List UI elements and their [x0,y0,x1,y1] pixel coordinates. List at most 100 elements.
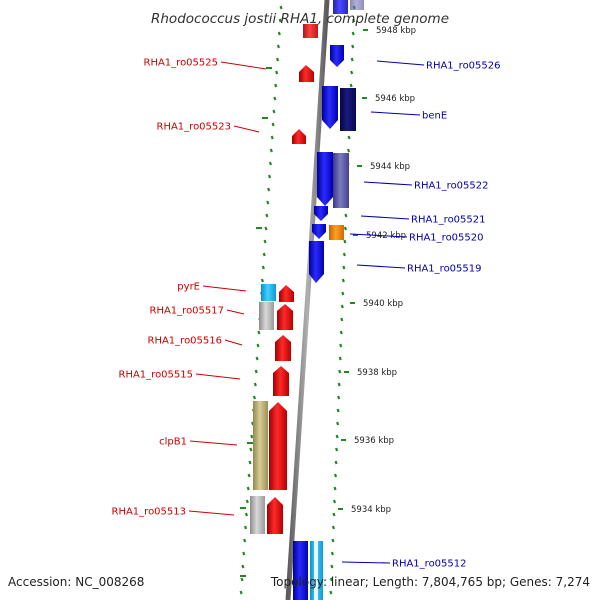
gene-label-right[interactable]: RHA1_ro05512 [392,559,467,570]
gene-label-left[interactable]: RHA1_ro05525 [144,58,219,69]
gene-ro05525-arrow[interactable] [303,24,318,38]
guide-dot [335,447,339,452]
guide-dot [254,369,258,374]
guide-dot [252,395,256,400]
guide-dot [269,148,273,153]
leader-line [370,111,421,116]
gene-ro05512-block[interactable] [293,541,308,600]
guide-dot [240,577,244,582]
gene-pyrE-arrow[interactable] [279,285,294,302]
guide-dot [334,460,338,465]
guide-dot [333,473,338,478]
gene-label-left[interactable]: RHA1_ro05515 [119,370,194,381]
guide-dot [349,83,353,88]
gene-label-left[interactable]: RHA1_ro05517 [150,306,225,317]
guide-dot [247,473,251,478]
guide-dot [341,278,345,283]
guide-dot [332,499,337,504]
guide-dot [272,109,276,114]
guide-dot [275,57,280,62]
ro05512-cog-block-white [314,541,318,600]
guide-dot [273,96,277,101]
guide-dot [250,434,254,439]
guide-dot [262,252,266,257]
gene-label-right[interactable]: RHA1_ro05519 [407,264,482,275]
guide-dot [333,486,337,491]
gene-label-right[interactable]: RHA1_ro05526 [426,61,501,72]
guide-dot [346,148,351,153]
gene-ro05519-arrow[interactable] [309,241,324,283]
guide-dot [331,538,335,543]
guide-dot [263,239,267,244]
clpB1-cog-block [253,401,268,490]
gene-ro05524-arrow[interactable] [299,65,314,82]
forward-gene-labels: RHA1_ro05525 RHA1_ro05523 pyrE RHA1_ro05517… [112,58,267,518]
guide-dot [339,343,343,348]
summary-text: Topology: linear; Length: 7,804,765 bp; … [270,575,590,589]
gene-label-right[interactable]: RHA1_ro05521 [411,215,486,226]
gene-label-right[interactable]: RHA1_ro05520 [409,233,484,244]
guide-dot [251,421,255,426]
guide-dot [350,57,354,62]
guide-dot [341,291,345,296]
gene-label-left[interactable]: RHA1_ro05516 [148,336,223,347]
gene-label-right[interactable]: benE [422,111,447,122]
gene-label-left[interactable]: pyrE [177,282,200,293]
gene-label-right[interactable]: RHA1_ro05522 [414,181,489,192]
guide-dot [265,213,269,218]
guide-dot [243,538,247,543]
guide-dot [257,330,261,335]
tick-label: 5948 kbp [376,26,416,36]
guide-dot [249,447,253,452]
guide-dot [343,239,347,244]
gene-label-left[interactable]: clpB1 [159,437,187,448]
guide-dot [279,5,283,10]
leader-line [341,561,391,564]
guide-dot [278,18,282,23]
guide-dot [242,551,246,556]
gene-label-left[interactable]: RHA1_ro05513 [112,507,187,518]
guide-dot [276,44,280,49]
reverse-strand-genes [293,0,348,600]
gene-ro05513-arrow[interactable] [267,497,283,534]
gene-benE-arrow[interactable] [322,86,338,129]
guide-dot [267,174,272,179]
guide-dot [340,317,344,322]
leader-line [226,309,245,315]
gene-ro05526-arrow[interactable] [330,45,344,67]
guide-dot [352,18,356,23]
guide-dot [338,356,342,361]
guide-dot [248,460,252,465]
guide-dot [261,265,265,270]
tick-label: 5938 kbp [357,368,397,378]
leader-line [363,181,413,186]
guide-dot [244,512,248,517]
guide-dot [274,83,278,88]
forward-strand-genes [267,24,318,534]
leader-line [195,373,241,380]
right-cog-blocks [310,0,364,600]
guide-dot [351,44,355,49]
accession-text: Accession: NC_008268 [8,575,144,589]
guide-dot [271,122,275,127]
guide-dot [260,278,264,283]
leader-line [376,60,425,66]
gene-top-cut-blue[interactable] [333,0,348,14]
tick-label: 5934 kbp [351,505,391,515]
gene-ro05522-arrow[interactable] [317,152,333,206]
gene-ro05523-arrow[interactable] [292,129,306,144]
gene-ro05516-arrow[interactable] [275,335,291,361]
map-title: Rhodococcus jostii RHA1, complete genome [151,11,449,27]
guide-dot [256,343,260,348]
tick-label: 5940 kbp [363,299,403,309]
gene-clpB1-arrow[interactable] [269,402,287,490]
gene-ro05517-arrow[interactable] [277,304,293,330]
gene-label-left[interactable]: RHA1_ro05523 [157,122,232,133]
guide-dot [342,265,346,270]
gene-ro05515-arrow[interactable] [273,366,289,396]
gene-ro05520-arrow[interactable] [312,224,326,239]
guide-dot [329,590,333,595]
gene-ro05521-arrow[interactable] [314,206,328,221]
guide-dot [339,330,343,335]
